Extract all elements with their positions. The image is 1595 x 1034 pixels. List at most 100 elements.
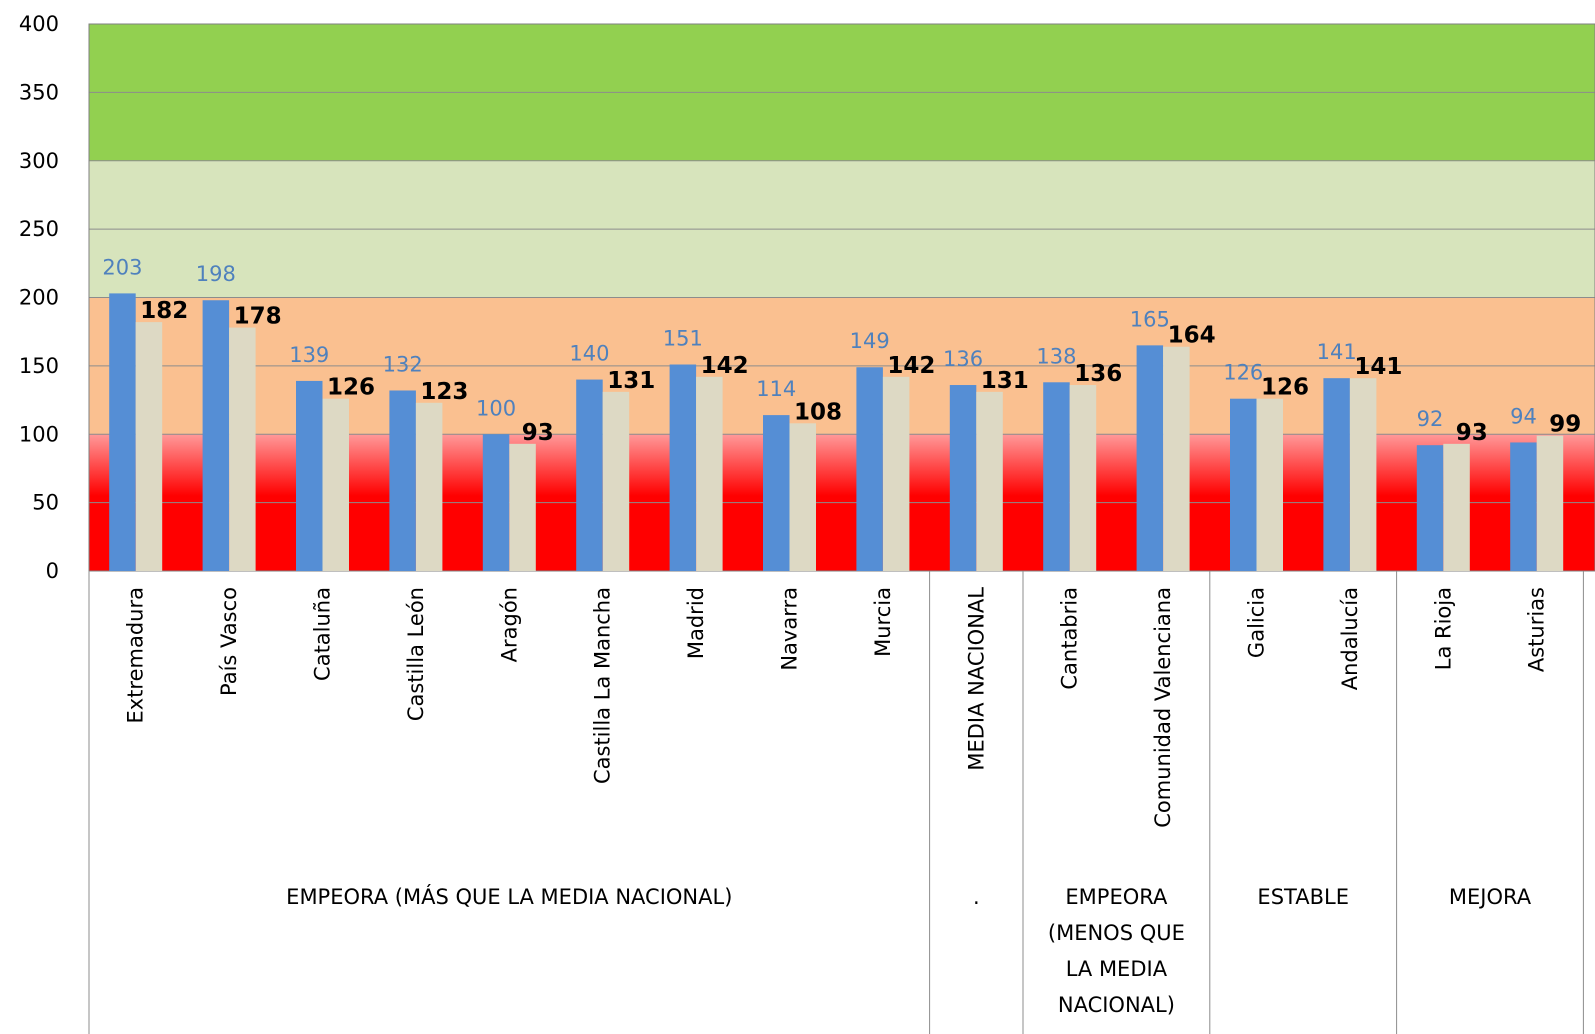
- bar-series-1: [576, 379, 603, 571]
- bar-series-2: [789, 423, 816, 571]
- data-label-series-2: 93: [1456, 420, 1488, 446]
- data-label-series-1: 151: [663, 327, 703, 351]
- bar-series-2: [976, 391, 1003, 571]
- data-label-series-1: 198: [196, 262, 236, 286]
- data-label-series-2: 142: [887, 353, 935, 379]
- data-label-series-2: 182: [140, 298, 188, 324]
- bar-series-2: [1256, 398, 1283, 571]
- data-label-series-1: 139: [289, 343, 329, 367]
- bar-series-1: [482, 434, 510, 571]
- data-label-series-2: 136: [1074, 361, 1122, 387]
- data-label-series-2: 178: [234, 304, 282, 330]
- bar-series-2: [229, 327, 256, 571]
- category-label: Comunidad Valenciana: [1151, 587, 1175, 828]
- y-tick-label: 400: [19, 12, 59, 36]
- data-label-series-2: 99: [1549, 412, 1581, 438]
- data-label-series-2: 93: [522, 420, 554, 446]
- bar-series-1: [109, 293, 136, 571]
- data-label-series-1: 136: [943, 347, 983, 371]
- category-label: Aragón: [497, 587, 521, 662]
- bar-series-1: [669, 364, 697, 571]
- bar-series-1: [763, 415, 790, 571]
- data-label-series-1: 165: [1130, 307, 1170, 331]
- y-tick-label: 0: [46, 559, 59, 583]
- category-label: Cantabria: [1058, 587, 1082, 690]
- category-label: Galicia: [1245, 587, 1269, 658]
- data-label-series-2: 164: [1168, 323, 1216, 349]
- category-label: Madrid: [684, 587, 708, 659]
- y-tick-label: 250: [19, 217, 59, 241]
- data-label-series-1: 126: [1223, 361, 1263, 385]
- bar-series-1: [1510, 442, 1537, 571]
- bar-series-1: [1416, 445, 1444, 571]
- y-tick-label: 350: [19, 80, 59, 104]
- bar-series-2: [322, 398, 349, 571]
- bar-series-2: [509, 443, 536, 571]
- group-label: (MENOS QUE: [1048, 921, 1185, 945]
- bar-series-2: [415, 402, 443, 571]
- group-label: .: [973, 885, 980, 909]
- bar-series-1: [949, 385, 977, 571]
- bar-series-1: [202, 300, 230, 571]
- group-label: LA MEDIA: [1066, 957, 1168, 981]
- group-label: MEJORA: [1449, 885, 1532, 909]
- bar-series-2: [135, 322, 163, 571]
- bar-series-1: [1136, 345, 1164, 571]
- y-tick-label: 200: [19, 286, 59, 310]
- category-label: Extremadura: [124, 587, 148, 724]
- data-label-series-1: 114: [756, 377, 796, 401]
- data-label-series-2: 108: [794, 399, 842, 425]
- bar-series-1: [296, 380, 323, 571]
- bar-series-1: [856, 367, 883, 571]
- group-label: EMPEORA: [1065, 885, 1168, 909]
- category-label: Castilla León: [404, 587, 428, 721]
- bar-series-2: [882, 376, 910, 571]
- bar-series-1: [389, 390, 416, 571]
- data-label-series-2: 141: [1354, 354, 1402, 380]
- bar-series-2: [1163, 346, 1190, 571]
- group-label: ESTABLE: [1257, 885, 1349, 909]
- category-label: País Vasco: [217, 587, 241, 696]
- bar-series-2: [696, 376, 723, 571]
- category-label: Murcia: [871, 587, 895, 657]
- bar-series-1: [1323, 378, 1350, 571]
- data-label-series-1: 149: [850, 329, 890, 353]
- data-label-series-2: 126: [1261, 375, 1309, 401]
- y-tick-label: 300: [19, 149, 59, 173]
- plot-frame: [88, 23, 1595, 572]
- data-label-series-1: 203: [102, 255, 142, 279]
- y-tick-label: 50: [32, 491, 59, 515]
- data-label-series-1: 132: [383, 352, 423, 376]
- bar-series-1: [1230, 398, 1257, 571]
- bar-series-2: [1069, 385, 1097, 571]
- y-tick-label: 150: [19, 354, 59, 378]
- category-label: Cataluña: [311, 587, 335, 681]
- data-label-series-2: 126: [327, 375, 375, 401]
- bar-series-2: [1349, 378, 1377, 571]
- bar-series-2: [602, 391, 630, 571]
- data-label-series-2: 142: [701, 353, 749, 379]
- category-label: Andalucía: [1338, 587, 1362, 690]
- data-label-series-1: 100: [476, 396, 516, 420]
- bar-series-2: [1443, 443, 1470, 571]
- group-label: EMPEORA (MÁS QUE LA MEDIA NACIONAL): [286, 884, 732, 909]
- bar-series-1: [1043, 382, 1070, 571]
- category-label: MEDIA NACIONAL: [964, 587, 988, 771]
- category-label: Asturias: [1525, 587, 1549, 672]
- data-label-series-2: 131: [981, 368, 1029, 394]
- data-label-series-1: 94: [1510, 404, 1537, 428]
- category-label: La Rioja: [1431, 587, 1455, 670]
- data-label-series-1: 138: [1036, 344, 1076, 368]
- data-label-series-1: 140: [569, 342, 609, 366]
- data-label-series-2: 123: [420, 379, 468, 405]
- data-label-series-1: 141: [1317, 340, 1357, 364]
- group-label: NACIONAL): [1058, 993, 1175, 1017]
- category-label: Castilla La Mancha: [591, 587, 615, 784]
- data-label-series-1: 92: [1417, 407, 1444, 431]
- y-tick-label: 100: [19, 422, 59, 446]
- bar-series-2: [1536, 435, 1564, 571]
- category-label: Navarra: [778, 587, 802, 671]
- data-label-series-2: 131: [607, 368, 655, 394]
